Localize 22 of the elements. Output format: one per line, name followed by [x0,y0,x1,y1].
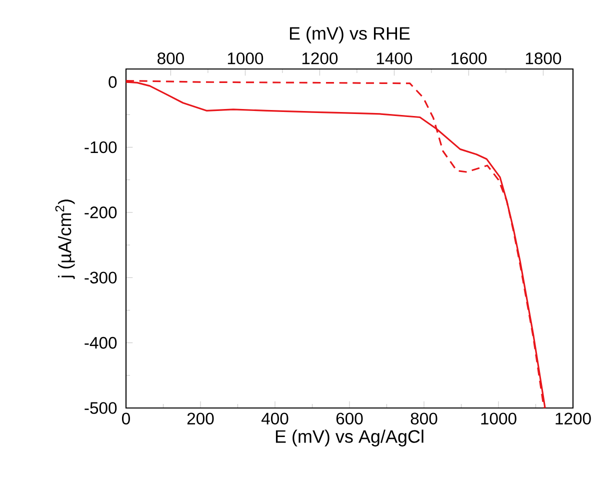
x-tick-label: 400 [261,412,288,424]
x-tick-label: 1200 [556,412,591,424]
y-tick-label: 0 [108,76,117,88]
x2-tick-label: 800 [158,52,184,64]
x2-tick-label: 1400 [376,52,412,64]
y-tick-label: -500 [84,402,117,414]
y-tick-label: -200 [84,206,117,218]
y-tick-label: -400 [84,336,117,349]
x-tick-label: 200 [187,412,214,424]
x2-tick-label: 1600 [451,52,487,64]
x2-tick-label: 1800 [526,52,562,64]
y-tick-label: -300 [84,272,117,284]
y-axis-title: j (µA/cm$^{2}$) [55,200,75,279]
x-tick-label: 0 [122,412,130,424]
y-tick-label: -100 [84,141,117,154]
x2-axis-title: E (mV) vs RHE [290,26,410,44]
x-axis-title: E (mV) vs Ag/AgCl [276,430,424,446]
x-tick-label: 600 [336,412,363,424]
x-tick-label: 800 [410,412,438,424]
x2-tick-label: 1000 [228,52,264,64]
x2-tick-label: 1200 [302,52,338,64]
x-tick-label: 1000 [481,412,516,424]
